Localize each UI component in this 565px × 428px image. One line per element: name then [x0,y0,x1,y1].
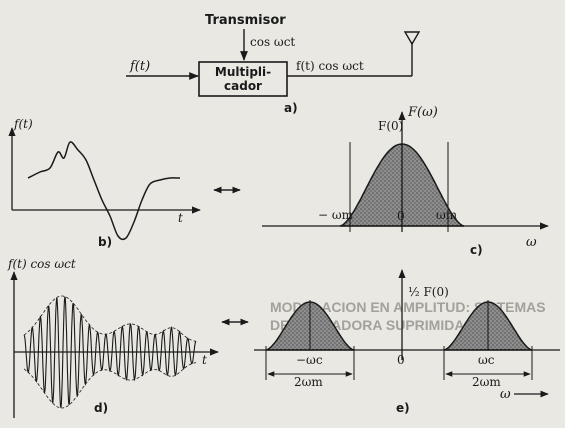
panel-b-y-label: f(t) [13,117,33,131]
panel-e-half-peak: ½ F(0) [408,285,449,299]
output-label: f(t) cos ωct [296,59,364,73]
multiplier-label-2: cador [224,79,262,93]
panel-d-t-label: t [202,353,207,367]
modulated-signal [23,296,197,408]
input-label: f(t) [129,59,150,74]
panel-c: F(ω) F(0) − ωm 0 ωm ω c) [262,105,549,257]
panel-c-neg-band: − ωm [318,208,354,222]
block-diagram: Transmisor cos ωct f(t) Multipli- cador … [126,13,421,115]
panel-b-label: b) [98,235,112,249]
panel-e-bw-right: 2ωm [472,375,501,389]
panel-d-label: d) [94,401,108,415]
panel-e-omega-label: ω [500,387,511,402]
panel-e-neg-center: −ωc [296,353,323,367]
panel-e-bw-left: 2ωm [294,375,323,389]
panel-c-zero: 0 [397,209,405,223]
panel-c-label: c) [470,243,483,257]
carrier-label: cos ωct [250,35,295,49]
panel-e-pos-center: ωc [478,353,495,367]
panel-e-zero: 0 [397,353,405,367]
panel-d: f(t) cos ωct t d) [7,257,219,418]
message-signal [27,141,181,241]
multiplier-box [198,61,288,97]
panel-c-pos-band: ωm [436,208,458,222]
panel-e: ½ F(0) −ωc 0 ωc 2ωm 2ωm ω e) [254,269,560,415]
panel-d-y-label: f(t) cos ωct [7,257,76,271]
panel-b: f(t) t b) [8,117,201,249]
panel-b-t-label: t [178,211,183,225]
panel-e-label: e) [396,401,410,415]
envelope-upper [23,295,196,342]
multiplier-label-1: Multipli- [215,65,271,79]
panel-c-omega-label: ω [526,235,537,250]
antenna-icon [403,31,421,46]
panel-c-title: F(ω) [407,105,438,120]
panel-a-label: a) [284,101,298,115]
panel-c-peak: F(0) [378,119,403,133]
transmitter-label: Transmisor [205,13,286,28]
